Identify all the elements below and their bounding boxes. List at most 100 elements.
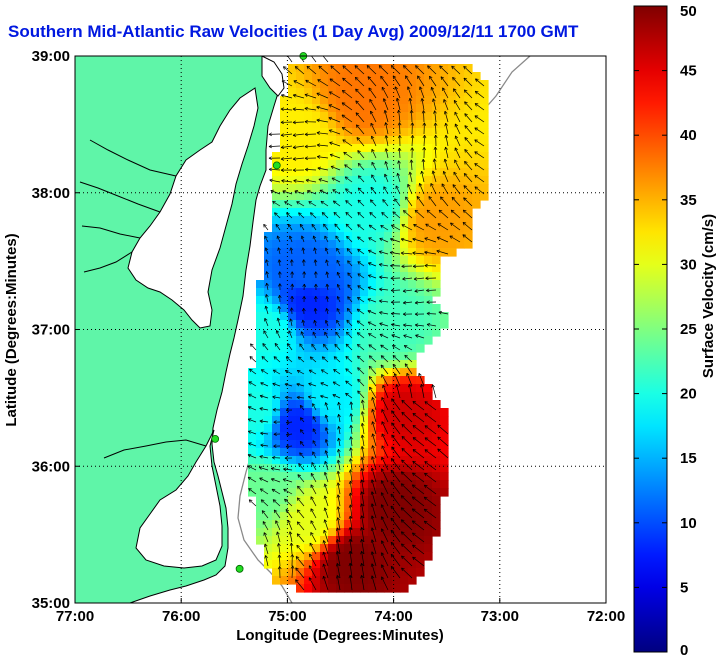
field-cell (320, 224, 329, 233)
field-cell (416, 80, 425, 89)
field-cell (352, 88, 361, 97)
velocity-arrow (310, 472, 317, 483)
field-cell (464, 136, 473, 145)
velocity-arrow (391, 434, 401, 447)
velocity-arrow (360, 456, 365, 471)
field-cell (400, 456, 409, 465)
field-cell (264, 408, 273, 417)
velocity-arrow (427, 65, 437, 75)
velocity-arrow (379, 310, 389, 315)
velocity-arrow (382, 199, 389, 207)
field-cell (328, 472, 337, 481)
velocity-arrow (288, 235, 293, 243)
field-cell (280, 320, 289, 329)
velocity-arrow (354, 76, 365, 87)
velocity-arrow (370, 527, 377, 543)
field-cell (336, 584, 345, 593)
colorbar-tick-label: 30 (680, 256, 697, 273)
field-cell (432, 160, 441, 169)
velocity-arrow (290, 295, 294, 303)
field-cell (440, 176, 449, 185)
field-cell (376, 376, 385, 385)
field-cell (360, 96, 369, 105)
field-cell (320, 272, 329, 281)
y-tick-label: 37:00 (32, 322, 70, 339)
field-cell (256, 320, 265, 329)
field-cell (384, 504, 393, 513)
field-cell (408, 376, 417, 385)
velocity-arrow (380, 225, 389, 231)
velocity-arrow (397, 160, 401, 171)
field-cell (416, 200, 425, 209)
field-cell (320, 120, 329, 129)
velocity-arrow (343, 151, 353, 159)
field-cell (344, 576, 353, 585)
velocity-arrow (259, 488, 269, 495)
field-cell (280, 240, 289, 249)
field-cell (304, 112, 313, 121)
field-cell (296, 456, 305, 465)
velocity-arrow (274, 212, 281, 219)
field-cell (264, 432, 273, 441)
field-cell (336, 392, 345, 401)
station-markers (211, 52, 308, 573)
field-cell (408, 496, 417, 505)
field-cell (264, 448, 273, 457)
field-cell (328, 120, 337, 129)
velocity-arrow (428, 196, 437, 207)
field-cell (400, 160, 409, 169)
field-cell (288, 416, 297, 425)
field-cell (288, 368, 297, 377)
field-cell (416, 392, 425, 401)
field-cell (336, 304, 345, 313)
field-cell (384, 376, 393, 385)
field-cell (408, 200, 417, 209)
field-cell (288, 520, 297, 529)
field-cell (472, 120, 481, 129)
velocity-arrow (247, 453, 257, 459)
field-cell (328, 240, 337, 249)
field-cell (336, 496, 345, 505)
field-cell (352, 352, 361, 361)
field-cell (344, 560, 353, 569)
field-cell (296, 72, 305, 81)
field-cell (368, 216, 377, 225)
field-cell (464, 112, 473, 121)
field-cell (408, 440, 417, 449)
velocity-arrow (310, 212, 317, 219)
field-cell (432, 480, 441, 489)
field-cell (432, 200, 441, 209)
velocity-arrow (452, 184, 461, 195)
velocity-arrow (355, 100, 365, 111)
field-cell (312, 216, 321, 225)
field-cell (424, 440, 433, 449)
field-cell (336, 312, 345, 321)
field-cell (264, 272, 273, 281)
field-cell (320, 192, 329, 201)
field-cell (400, 184, 409, 193)
velocity-arrow (263, 330, 269, 339)
field-cell (448, 184, 457, 193)
velocity-arrow (277, 259, 282, 267)
field-cell (400, 152, 409, 161)
field-cell (464, 64, 473, 73)
field-cell (432, 176, 441, 185)
field-cell (424, 120, 433, 129)
field-cell (256, 432, 265, 441)
x-tick-label: 73:00 (481, 608, 519, 625)
velocity-arrow (264, 317, 269, 327)
field-cell (368, 328, 377, 337)
field-cell (424, 160, 433, 169)
velocity-arrow (438, 209, 449, 219)
velocity-arrow (336, 527, 341, 543)
velocity-arrow (292, 145, 305, 150)
field-cell (360, 152, 369, 161)
velocity-arrow (277, 566, 282, 579)
velocity-arrow (379, 237, 389, 243)
velocity-arrow (348, 504, 353, 519)
velocity-arrow (406, 86, 413, 99)
field-cell (424, 232, 433, 241)
velocity-arrow (360, 446, 365, 459)
velocity-arrow (397, 122, 402, 135)
